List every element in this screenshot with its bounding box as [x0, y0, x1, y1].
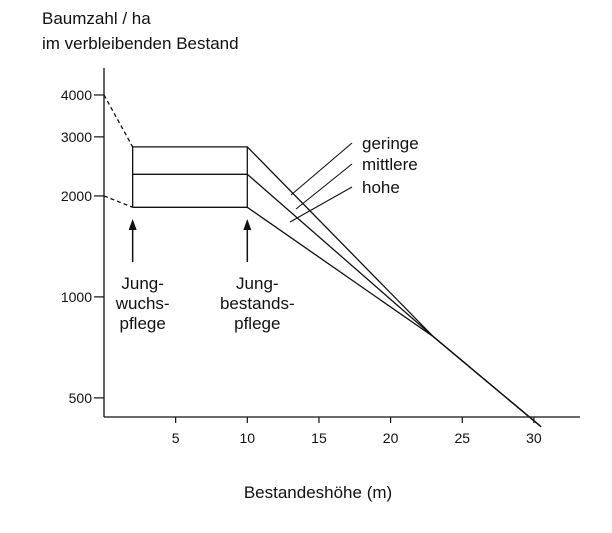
extrapolation-dashed-line: [103, 195, 133, 208]
x-tick-label: 25: [454, 430, 470, 446]
legend-label-geringe: geringe: [362, 134, 419, 153]
y-tick-label: 2000: [61, 188, 92, 204]
series-line-hohe: [132, 206, 542, 428]
annotation-label: bestands-: [220, 294, 295, 313]
annotation-label: Jung-: [236, 274, 279, 293]
chart-title-line-2: im verbleibenden Bestand: [42, 34, 239, 53]
annotation-arrowhead: [128, 219, 137, 230]
extrapolation-dashed-line: [103, 94, 134, 148]
legend-leader-line: [290, 142, 353, 196]
y-tick-label: 500: [69, 390, 93, 406]
legend-leader-line: [289, 186, 353, 223]
series-line-geringe: [132, 146, 542, 428]
x-axis-label: Bestandeshöhe (m): [244, 483, 392, 502]
annotation-label: Jung-: [121, 274, 164, 293]
x-tick-label: 15: [311, 430, 327, 446]
annotation-label: pflege: [234, 314, 280, 333]
x-tick-label: 30: [526, 430, 542, 446]
chart-title-line-1: Baumzahl / ha: [42, 9, 151, 28]
y-tick-label: 4000: [61, 87, 92, 103]
annotation-label: pflege: [119, 314, 165, 333]
legend-label-hohe: hohe: [362, 178, 400, 197]
y-tick-label: 3000: [61, 129, 92, 145]
y-tick-label: 1000: [61, 289, 92, 305]
legend-leader-line: [295, 163, 353, 210]
x-tick-label: 5: [172, 430, 180, 446]
x-tick-label: 20: [383, 430, 399, 446]
x-tick-label: 10: [240, 430, 256, 446]
series-line-mittlere: [132, 173, 542, 428]
annotation-label: wuchs-: [115, 294, 170, 313]
annotation-arrowhead: [243, 219, 252, 230]
legend-label-mittlere: mittlere: [362, 155, 418, 174]
